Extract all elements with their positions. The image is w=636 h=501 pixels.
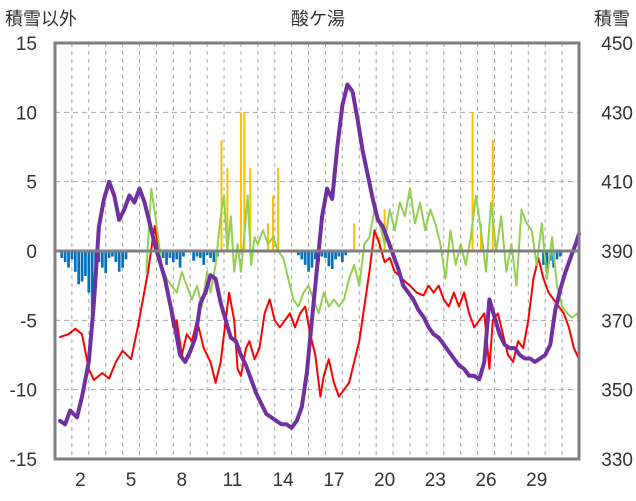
negative-bar [324, 251, 327, 258]
series-line-3 [58, 82, 581, 430]
negative-bar [67, 251, 70, 268]
snowfall-bar [491, 140, 494, 251]
negative-bar [161, 251, 165, 258]
negative-bar [178, 251, 182, 268]
left-axis-title: 積雪以外 [5, 9, 77, 30]
left-tick-labels: 15 10 5 0 -5 -10 -15 [10, 34, 37, 471]
x-tick-label: 8 [176, 470, 187, 491]
x-tick-label: 26 [475, 470, 496, 491]
negative-bar [84, 251, 87, 276]
snowfall-bar [272, 195, 275, 251]
right-tick-label: 450 [601, 34, 633, 55]
negative-bar [313, 251, 317, 260]
negative-bar [202, 251, 206, 265]
negative-bar [195, 251, 199, 257]
negative-bar [545, 251, 549, 272]
negative-bar [341, 251, 344, 263]
negative-bar [165, 251, 168, 265]
x-tick-label: 29 [526, 470, 547, 491]
negative-bar [171, 251, 175, 263]
x-tick-label: 14 [273, 470, 295, 491]
negative-bar [107, 251, 111, 258]
right-tick-label: 350 [601, 381, 633, 402]
negative-bar [97, 251, 101, 263]
negative-bar [212, 251, 216, 263]
left-tick-label: 0 [26, 242, 37, 263]
x-tick-label: 20 [374, 470, 395, 491]
negative-bar [90, 251, 94, 314]
negative-bar [168, 251, 172, 258]
negative-bar [320, 251, 324, 257]
negative-bar [330, 251, 334, 270]
snowfall-bar [220, 140, 223, 251]
left-tick-label: -10 [10, 381, 37, 402]
negative-bar [310, 251, 314, 268]
left-tick-label: 10 [16, 103, 37, 124]
negative-bar [117, 251, 121, 272]
negative-bar [121, 251, 124, 268]
negative-bar [77, 251, 81, 285]
left-tick-label: 5 [26, 173, 37, 194]
negative-bar [111, 251, 114, 257]
series-lines [58, 82, 581, 430]
x-tick-label: 5 [126, 470, 137, 491]
left-tick-label: -5 [20, 311, 37, 332]
x-tick-label: 11 [223, 470, 243, 491]
negative-bar [209, 251, 212, 258]
right-tick-label: 410 [601, 173, 633, 194]
negative-bar [192, 251, 195, 261]
negative-bar [87, 251, 91, 293]
negative-bar [70, 251, 74, 260]
snowfall-bar [239, 112, 242, 251]
negative-bar [60, 251, 64, 258]
negative-bar [205, 251, 209, 256]
right-axis-title: 積雪 [594, 9, 630, 30]
x-tick-label: 23 [425, 470, 446, 491]
snowfall-bar [243, 112, 246, 251]
negative-bar [334, 251, 337, 260]
negative-bar [182, 251, 185, 257]
negative-bar [124, 251, 128, 260]
left-tick-label: -15 [10, 450, 37, 471]
plot-frame [53, 41, 581, 461]
snowfall-bar [277, 167, 280, 251]
negative-bar [303, 251, 307, 265]
negative-bar [542, 251, 545, 265]
negative-bar [327, 251, 331, 267]
negative-bar [63, 251, 67, 263]
x-tick-labels: 2 5 8 11 14 17 20 23 26 29 [75, 470, 547, 491]
right-tick-label: 330 [601, 450, 633, 471]
x-tick-label: 17 [323, 470, 344, 491]
negative-bar [80, 251, 84, 282]
snowfall-bar [471, 112, 474, 251]
negative-bar [300, 251, 304, 260]
negative-bar [199, 251, 202, 258]
snowfall-bar [266, 223, 269, 251]
negative-bar [73, 251, 77, 272]
series-line-2 [145, 187, 580, 322]
right-tick-label: 370 [601, 311, 633, 332]
negative-bar [344, 251, 348, 256]
negative-bar [297, 251, 300, 256]
negative-bar [100, 251, 104, 268]
right-tick-labels: 450 430 410 390 370 350 330 [601, 34, 633, 471]
negative-bar [337, 251, 341, 257]
negative-bar [104, 251, 108, 274]
negative-bar [175, 251, 179, 260]
right-tick-label: 390 [601, 242, 633, 263]
x-tick-label: 2 [75, 470, 86, 491]
right-tick-label: 430 [601, 103, 633, 124]
chart-title: 酸ケ湯 [291, 9, 345, 30]
snowfall-bar [353, 223, 356, 251]
left-tick-label: 15 [16, 34, 37, 55]
negative-bar [555, 251, 559, 260]
negative-bar [307, 251, 310, 272]
snowfall-bar [226, 167, 229, 251]
negative-bar [114, 251, 118, 263]
negative-bar [559, 251, 562, 257]
snowfall-bar [249, 167, 252, 251]
